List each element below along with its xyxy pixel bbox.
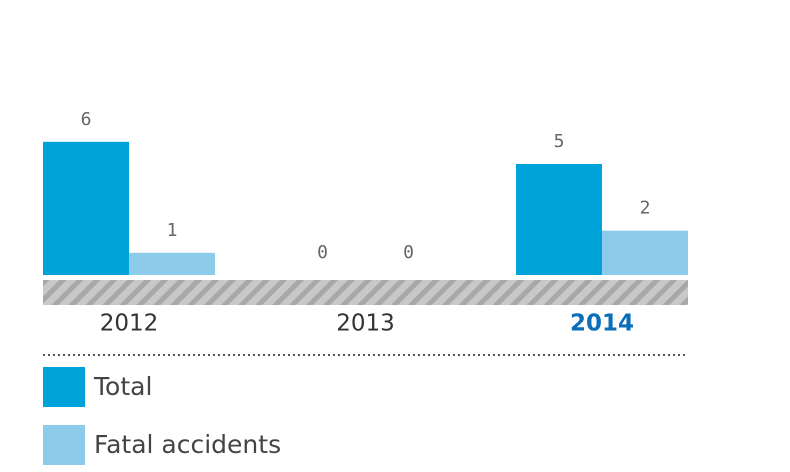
value-label: 1	[167, 220, 178, 241]
bar	[43, 141, 129, 275]
x-tick-label: 2012	[100, 311, 159, 337]
value-label: 6	[81, 109, 92, 130]
legend-label: Fatal accidents	[94, 430, 281, 459]
x-tick-label: 2013	[336, 311, 395, 337]
bar	[516, 164, 602, 275]
legend-swatch	[43, 425, 85, 465]
baseline-strip	[43, 280, 688, 305]
value-label: 2	[640, 198, 651, 219]
x-tick-label: 2014	[570, 311, 634, 337]
legend-label: Total	[93, 372, 152, 401]
bar	[602, 230, 688, 275]
value-label: 0	[403, 242, 414, 263]
value-label: 0	[317, 242, 328, 263]
bar	[129, 252, 215, 275]
legend-swatch	[43, 367, 85, 407]
value-label: 5	[554, 131, 565, 152]
